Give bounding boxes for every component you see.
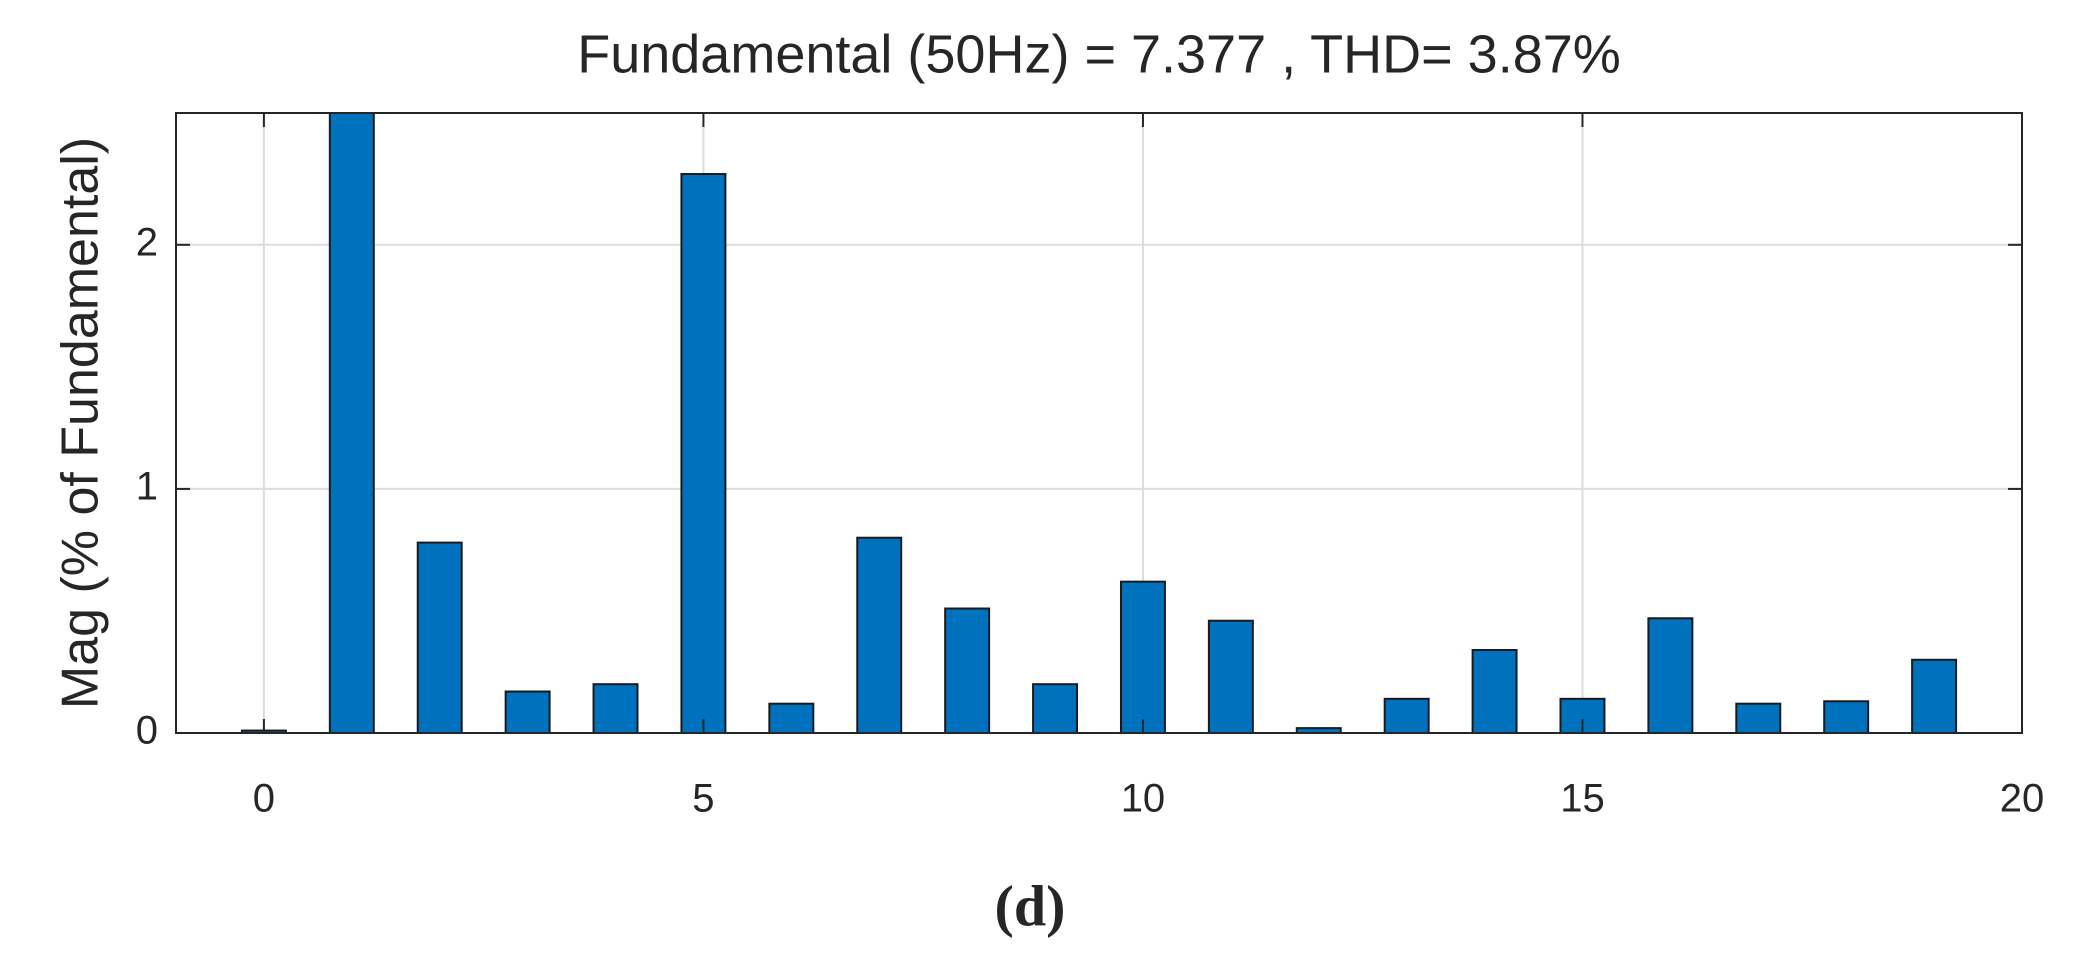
bar [1647, 617, 1694, 733]
x-tick-label: 5 [692, 777, 714, 821]
x-tick-label: 0 [253, 777, 275, 821]
y-tick-label: 1 [136, 464, 158, 508]
bar [1471, 649, 1518, 733]
bar [1383, 697, 1430, 733]
y-tick-label: 0 [136, 709, 158, 753]
bar [416, 541, 463, 733]
bar [944, 607, 991, 733]
bar [680, 173, 727, 733]
y-tick-label: 2 [136, 220, 158, 264]
bar [1207, 619, 1254, 733]
bar [1559, 697, 1606, 733]
bar [328, 113, 375, 733]
bar [504, 690, 551, 733]
bar [1735, 702, 1782, 733]
bar [768, 702, 815, 733]
y-axis-label: Mag (% of Fundamental) [52, 137, 110, 709]
caption: (d) [995, 873, 1066, 938]
bars [240, 113, 1958, 733]
axes-box [175, 112, 2023, 734]
bar [856, 536, 903, 733]
x-tick-label: 15 [1560, 777, 1605, 821]
x-tick-label: 10 [1121, 777, 1166, 821]
bar [1032, 683, 1079, 733]
x-tick-label: 20 [2000, 777, 2045, 821]
bar [1911, 658, 1958, 733]
bar [1823, 700, 1870, 733]
bar [1119, 580, 1166, 733]
chart-title: Fundamental (50Hz) = 7.377 , THD= 3.87% [577, 24, 1621, 84]
plot-area [176, 113, 2022, 733]
bar [592, 683, 639, 733]
